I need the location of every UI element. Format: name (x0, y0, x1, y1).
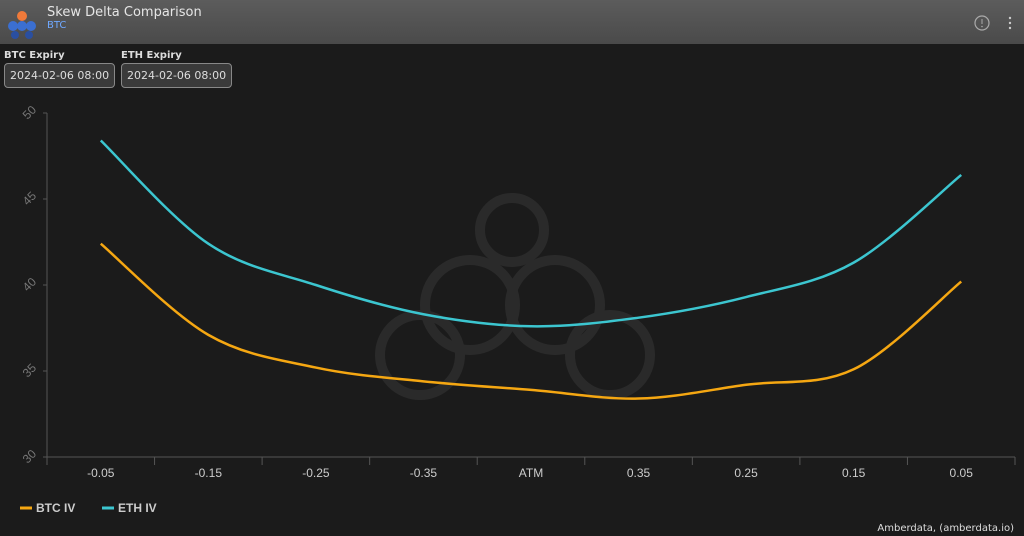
control-label: ETH Expiry (121, 50, 182, 61)
chart: 30 35 40 45 50 -0.05 -0.15 -0.25 -0.35 ATM 0.35 0.2… (20, 103, 1016, 515)
x-tick-label: -0.35 (410, 466, 438, 480)
x-tick-label: -0.15 (195, 466, 223, 480)
x-tick-label: 0.35 (627, 466, 651, 480)
x-tick-label: 0.15 (842, 466, 866, 480)
y-tick-label: 45 (20, 189, 40, 209)
legend-label: ETH IV (118, 501, 157, 515)
legend-label: BTC IV (36, 501, 75, 515)
x-tick-label: -0.25 (302, 466, 330, 480)
subtitle: BTC (47, 20, 67, 31)
y-tick-label: 50 (20, 103, 40, 123)
y-tick-label: 35 (20, 361, 40, 381)
x-tick-label: -0.05 (87, 466, 115, 480)
x-tick-label: 0.05 (950, 466, 974, 480)
dropdown[interactable]: 2024-02-06 08:00 (4, 63, 116, 88)
line (99, 139, 963, 328)
y-tick-label: 40 (20, 275, 40, 295)
btc-expiry: BTC Expiry 2024-02-06 08:00 (4, 50, 116, 88)
dropdown[interactable]: 2024-02-06 08:00 (121, 63, 233, 88)
x-tick-label: 0.25 (734, 466, 758, 480)
title: Skew Delta Comparison (47, 5, 202, 20)
logo (8, 11, 36, 39)
header: Skew Delta Comparison BTC (0, 0, 1024, 44)
line (99, 242, 963, 400)
header-icons[interactable] (970, 13, 1020, 33)
watermark (375, 193, 655, 400)
eth-expiry: ETH Expiry 2024-02-06 08:00 (121, 50, 233, 88)
y-tick-label: 30 (20, 447, 40, 467)
control-label: BTC Expiry (4, 50, 65, 61)
x-tick-label: ATM (519, 466, 543, 480)
credit: Amberdata, (amberdata.io) (877, 523, 1014, 534)
